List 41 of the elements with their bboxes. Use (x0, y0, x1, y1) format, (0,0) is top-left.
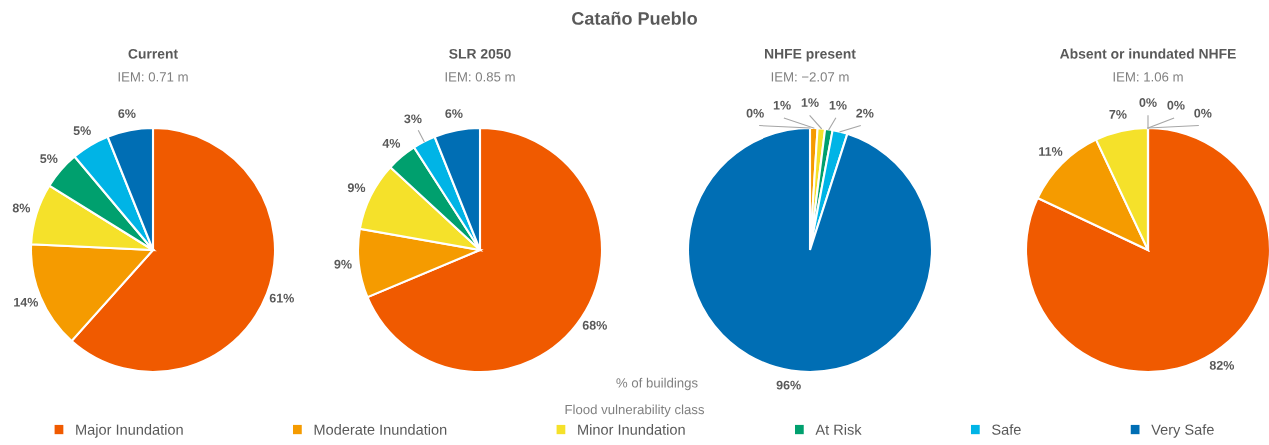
data-label: 4% (382, 138, 401, 148)
data-label: 6% (445, 109, 463, 118)
text: 0% (1139, 98, 1157, 107)
legend-title: Flood vulnerability class (565, 404, 705, 417)
legend-label: Safe (992, 424, 1021, 435)
data-label: 1% (829, 100, 847, 110)
text: % of buildings (616, 377, 698, 391)
data-label: 1% (801, 98, 819, 107)
data-label: 9% (347, 183, 366, 193)
data-label: 96% (776, 380, 801, 390)
legend-label: Very Safe (1151, 424, 1214, 438)
legend-label: Moderate Inundation (314, 424, 447, 435)
data-label: 14% (14, 297, 39, 307)
text: 0% (1167, 100, 1185, 110)
data-label: 9% (334, 259, 352, 269)
chart-subtitle: IEM: 0.85 m (445, 72, 515, 82)
chart-title: Absent or inundated NHFE (1060, 48, 1236, 59)
chart-subtitle: IEM: −2.07 m (771, 72, 849, 82)
data-label: 11% (1039, 147, 1063, 156)
text: 0% (1194, 108, 1212, 118)
text: 0% (746, 108, 764, 118)
data-label: 82% (1209, 360, 1235, 370)
text: Cataño Pueblo (572, 11, 697, 25)
legend-label: At Risk (815, 424, 862, 435)
legend-label: Minor Inundation (578, 424, 685, 435)
data-label: 5% (40, 154, 58, 164)
chart-title: NHFE present (765, 49, 856, 62)
data-label: 2% (856, 108, 874, 118)
data-label: 7% (1109, 110, 1127, 119)
data-label: 68% (582, 320, 607, 330)
data-label: 6% (118, 109, 136, 118)
chart-title: SLR 2050 (449, 48, 511, 59)
chart-subtitle: IEM: 0.71 m (118, 72, 188, 82)
data-label: 61% (269, 293, 294, 303)
legend-label: Major Inundation (76, 424, 183, 438)
data-label: 3% (404, 114, 422, 124)
data-label: 8% (12, 203, 31, 213)
chart-title: Current (128, 48, 178, 59)
chart-subtitle: IEM: 1.06 m (1113, 72, 1183, 82)
data-label: 5% (73, 126, 91, 136)
data-label: 1% (773, 100, 791, 110)
